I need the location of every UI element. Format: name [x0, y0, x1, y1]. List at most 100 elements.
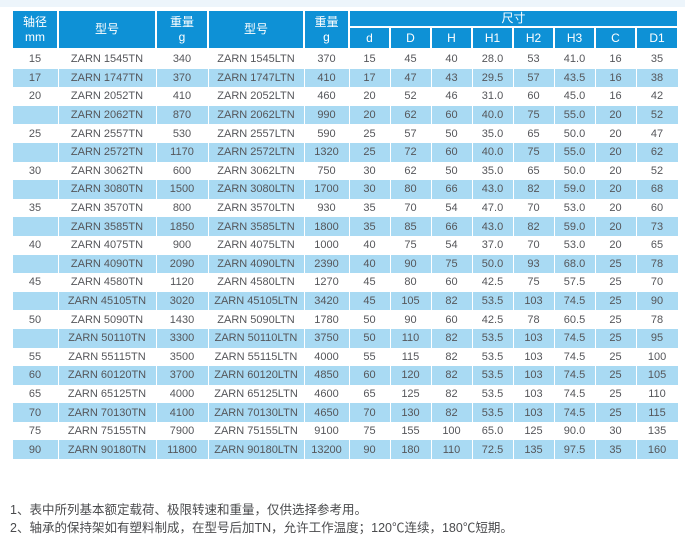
table-row: 35 ZARN 3570TN 800 ZARN 3570LTN 930 35 70 54 47.…: [11, 198, 679, 218]
cell-weight-ltn: 1270: [303, 273, 350, 292]
cell-dim-d: 15: [348, 49, 391, 69]
cell-model-ltn: ZARN 4090LTN: [207, 254, 305, 274]
table-row: 40 ZARN 4075TN 900 ZARN 4075LTN 1000 40 75 54 37…: [11, 235, 679, 255]
cell-dim-H1: 31.0: [471, 87, 514, 106]
cell-weight-ltn: 1780: [303, 310, 350, 329]
cell-dim-D1: 105: [635, 366, 679, 385]
cell-dim-d: 45: [348, 291, 391, 311]
cell-model-ltn: ZARN 2557LTN: [207, 124, 305, 143]
cell-dim-H: 54: [430, 235, 473, 255]
cell-dim-H: 54: [430, 198, 473, 218]
cell-shaft-diameter: 65: [11, 384, 59, 404]
cell-dim-H2: 135: [512, 440, 555, 460]
cell-weight-tn: 370: [155, 68, 209, 88]
cell-shaft-diameter: 35: [11, 198, 59, 218]
cell-dim-D: 90: [389, 254, 432, 274]
cell-dim-H2: 70: [512, 235, 555, 255]
cell-dim-H: 82: [430, 347, 473, 367]
cell-shaft-diameter: 17: [11, 68, 59, 88]
cell-dim-H: 60: [430, 273, 473, 292]
cell-dim-d: 20: [348, 105, 391, 125]
cell-dim-H2: 65: [512, 124, 555, 143]
cell-dim-H3: 74.5: [553, 384, 596, 404]
cell-model-tn: ZARN 70130TN: [57, 403, 157, 422]
cell-dim-H2: 65: [512, 161, 555, 181]
cell-dim-d: 17: [348, 68, 391, 88]
cell-dim-H3: 68.0: [553, 254, 596, 274]
cell-dim-D: 57: [389, 124, 432, 143]
cell-dim-D1: 78: [635, 254, 679, 274]
cell-dim-H1: 50.0: [471, 254, 514, 274]
cell-model-tn: ZARN 2052TN: [57, 87, 157, 106]
cell-model-ltn: ZARN 3062LTN: [207, 161, 305, 181]
cell-weight-ltn: 4600: [303, 384, 350, 404]
cell-weight-ltn: 590: [303, 124, 350, 143]
cell-dim-C: 25: [594, 254, 637, 274]
cell-shaft-diameter: [11, 180, 59, 199]
cell-dim-D1: 135: [635, 421, 679, 441]
cell-shaft-diameter: 70: [11, 403, 59, 422]
cell-dim-H2: 53: [512, 49, 555, 69]
cell-weight-ltn: 1320: [303, 142, 350, 162]
header-model-2: 型号: [207, 9, 305, 50]
cell-dim-D: 155: [389, 421, 432, 441]
cell-dim-C: 25: [594, 291, 637, 311]
header-weight-unit: g: [178, 29, 186, 44]
cell-shaft-diameter: [11, 291, 59, 311]
header-shaft-diameter: 轴径 mm: [11, 9, 59, 50]
cell-weight-ltn: 13200: [303, 440, 350, 460]
cell-shaft-diameter: [11, 328, 59, 348]
table-row: 75 ZARN 75155TN 7900 ZARN 75155LTN 9100 75 155…: [11, 421, 679, 441]
cell-dim-H1: 40.0: [471, 105, 514, 125]
cell-dim-D: 115: [389, 347, 432, 367]
cell-weight-tn: 1850: [155, 217, 209, 236]
cell-dim-D1: 73: [635, 217, 679, 236]
cell-dim-C: 20: [594, 105, 637, 125]
cell-dim-D: 75: [389, 235, 432, 255]
cell-dim-C: 25: [594, 273, 637, 292]
table-body: 15 ZARN 1545TN 340 ZARN 1545LTN 370 15 45 40 28.…: [11, 49, 679, 460]
cell-dim-H3: 74.5: [553, 347, 596, 367]
cell-weight-tn: 870: [155, 105, 209, 125]
cell-dim-d: 20: [348, 87, 391, 106]
cell-weight-ltn: 1700: [303, 180, 350, 199]
table-row: 65 ZARN 65125TN 4000 ZARN 65125LTN 4600 65 125…: [11, 384, 679, 404]
cell-shaft-diameter: [11, 254, 59, 274]
cell-model-tn: ZARN 3080TN: [57, 180, 157, 199]
table-row: 25 ZARN 2557TN 530 ZARN 2557LTN 590 25 57 50 35.…: [11, 124, 679, 143]
cell-dim-D: 180: [389, 440, 432, 460]
cell-model-ltn: ZARN 50110LTN: [207, 328, 305, 348]
cell-model-ltn: ZARN 65125LTN: [207, 384, 305, 404]
cell-dim-H1: 42.5: [471, 273, 514, 292]
table-row: ZARN 2062TN 870 ZARN 2062LTN 990 20 62 60 40.0 7…: [11, 105, 679, 125]
cell-dim-H2: 75: [512, 142, 555, 162]
cell-dim-H3: 55.0: [553, 142, 596, 162]
table-row: ZARN 4090TN 2090 ZARN 4090LTN 2390 40 90 75 50.…: [11, 254, 679, 274]
cell-model-ltn: ZARN 1545LTN: [207, 49, 305, 69]
cell-dim-H3: 59.0: [553, 180, 596, 199]
cell-dim-H3: 53.0: [553, 198, 596, 218]
cell-model-tn: ZARN 4580TN: [57, 273, 157, 292]
table-row: 20 ZARN 2052TN 410 ZARN 2052LTN 460 20 52 46 31.…: [11, 87, 679, 106]
footnote-2: 2、轴承的保持架如有塑料制成，在型号后加TN，允许工作温度；120℃连续，180…: [10, 521, 513, 536]
cell-dim-d: 35: [348, 217, 391, 236]
cell-model-ltn: ZARN 1747LTN: [207, 68, 305, 88]
cell-weight-ltn: 930: [303, 198, 350, 218]
cell-dim-H3: 57.5: [553, 273, 596, 292]
cell-dim-H3: 41.0: [553, 49, 596, 69]
cell-model-tn: ZARN 2572TN: [57, 142, 157, 162]
cell-dim-D1: 60: [635, 198, 679, 218]
cell-dim-d: 30: [348, 180, 391, 199]
header-shaft-label: 轴径: [22, 14, 47, 29]
cell-dim-C: 16: [594, 87, 637, 106]
cell-model-tn: ZARN 60120TN: [57, 366, 157, 385]
cell-dim-H3: 90.0: [553, 421, 596, 441]
cell-dim-C: 25: [594, 403, 637, 422]
cell-dim-D1: 95: [635, 328, 679, 348]
table-row: ZARN 50110TN 3300 ZARN 50110LTN 3750 50 110 82…: [11, 328, 679, 348]
cell-shaft-diameter: 55: [11, 347, 59, 367]
cell-weight-tn: 1170: [155, 142, 209, 162]
cell-dim-D1: 90: [635, 291, 679, 311]
cell-dim-D: 85: [389, 217, 432, 236]
cell-weight-tn: 340: [155, 49, 209, 69]
